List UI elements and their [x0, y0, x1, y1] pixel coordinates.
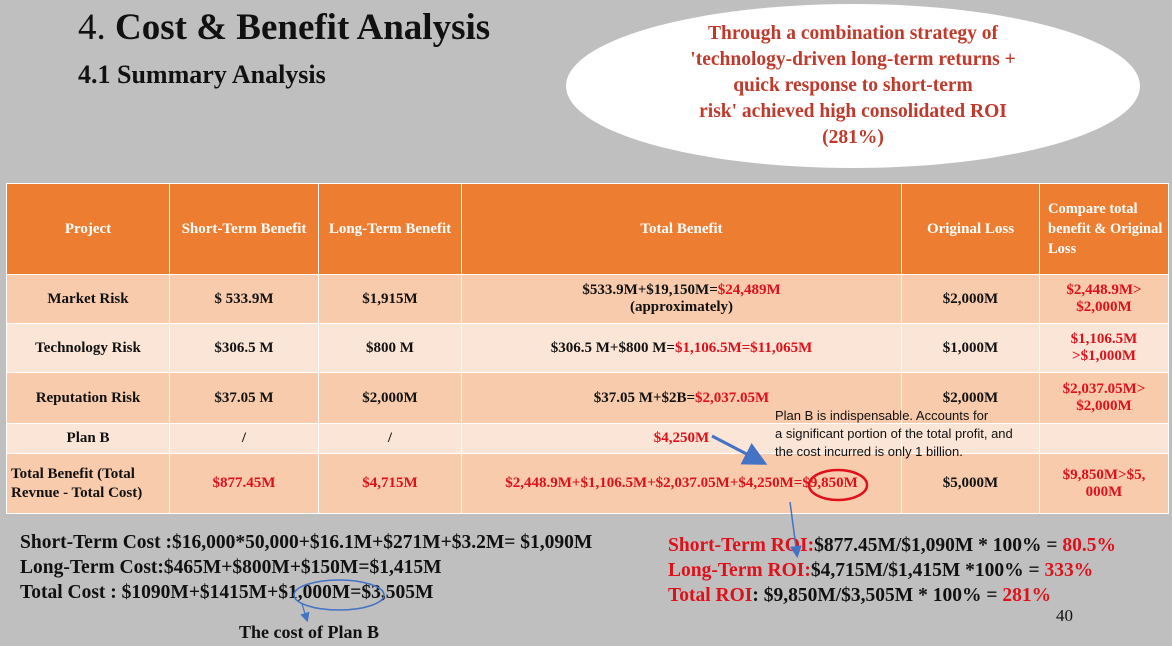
table-row: Market Risk $ 533.9M $1,915M $533.9M+$19… [6, 274, 1169, 324]
short-term-roi: Short-Term ROI:$877.45M/$1,090M * 100% =… [668, 533, 1116, 558]
total-prefix: $37.05 M+$2B= [593, 389, 696, 406]
total-cost: Total Cost : $1090M+$1415M+$1,000M=$3,50… [20, 582, 434, 603]
page-subtitle: 4.1 Summary Analysis [78, 60, 326, 89]
roi-value: 333% [1044, 560, 1094, 581]
short-term-cost: Short-Term Cost :$16,000*50,000+$16.1M+$… [20, 532, 593, 553]
roi-calc: $4,715M/$1,415M *100% = [810, 560, 1045, 581]
total-prefix: $306.5 M+$800 M= [550, 339, 675, 356]
roi-value: 281% [1002, 585, 1052, 606]
roi-label: Short-Term ROI: [668, 535, 815, 556]
roi-callout-bubble: Through a combination strategy of 'techn… [566, 4, 1140, 168]
cell-loss [901, 423, 1040, 454]
callout-line: Through a combination strategy of [707, 23, 998, 44]
cell-total: $4,250M [461, 423, 902, 454]
roi-value: 80.5% [1062, 535, 1117, 556]
cell-total: $533.9M+$19,150M=$24,489M (approximately) [461, 274, 902, 324]
table-row: Plan B / / $4,250M [6, 423, 1169, 454]
cell-project: Total Benefit (Total Revnue - Total Cost… [6, 453, 170, 514]
roi-calc: : $9,850M/$3,505M * 100% = [752, 585, 1003, 606]
cell-short: / [169, 423, 319, 454]
arrow-to-plan-b-cost-icon [300, 603, 310, 623]
cell-total: $2,448.9M+$1,106.5M+$2,037.05M+$4,250M=$… [461, 453, 902, 514]
col-header-project: Project [6, 183, 170, 275]
cell-project: Technology Risk [6, 323, 170, 373]
cost-benefit-table: Project Short-Term Benefit Long-Term Ben… [6, 183, 1169, 514]
total-value: $4,250M [653, 430, 710, 446]
long-term-cost: Long-Term Cost:$465M+$800M+$150M=$1,415M [20, 557, 442, 578]
cell-total: $37.05 M+$2B=$2,037.05M [461, 372, 902, 424]
roi-calc: $877.45M/$1,090M * 100% = [814, 535, 1063, 556]
annotation-line: Plan B is indispensable. Accounts for [775, 408, 989, 423]
cell-loss: $5,000M [901, 453, 1040, 514]
cell-project: Reputation Risk [6, 372, 170, 424]
cell-compare: $9,850M>$5, 000M [1039, 453, 1169, 514]
cell-long: $4,715M [318, 453, 462, 514]
cell-short: $877.45M [169, 453, 319, 514]
total-prefix: $533.9M+$19,150M= [582, 282, 718, 298]
cell-long: $1,915M [318, 274, 462, 324]
table-row: Reputation Risk $37.05 M $2,000M $37.05 … [6, 372, 1169, 424]
total-roi: Total ROI: $9,850M/$3,505M * 100% = 281% [668, 583, 1116, 608]
cell-loss: $1,000M [901, 323, 1040, 373]
page-number: 40 [1056, 606, 1073, 625]
col-header-compare: Compare total benefit & Original Loss [1039, 183, 1169, 275]
col-header-short-term: Short-Term Benefit [169, 183, 319, 275]
page-title: 4. Cost & Benefit Analysis [78, 6, 490, 49]
cell-total: $306.5 M+$800 M=$1,106.5M=$11,065M [461, 323, 902, 373]
annotation-line: a significant portion of the total profi… [775, 426, 1013, 441]
cell-compare: $2,448.9M> $2,000M [1039, 274, 1169, 324]
cell-project: Market Risk [6, 274, 170, 324]
total-suffix: (approximately) [629, 299, 734, 315]
cell-loss: $2,000M [901, 372, 1040, 424]
col-header-total-benefit: Total Benefit [461, 183, 902, 275]
callout-line: (281%) [822, 127, 884, 148]
cell-long: $2,000M [318, 372, 462, 424]
callout-line: quick response to short-term [733, 75, 973, 96]
cell-compare: $1,106.5M >$1,000M [1039, 323, 1169, 373]
cell-compare: $2,037.05M> $2,000M [1039, 372, 1169, 424]
callout-line: 'technology-driven long-term returns + [690, 49, 1016, 70]
cell-compare [1039, 423, 1169, 454]
cell-loss: $2,000M [901, 274, 1040, 324]
total-value: $24,489M [717, 282, 781, 298]
cell-short: $306.5 M [169, 323, 319, 373]
callout-line: risk' achieved high consolidated ROI [699, 101, 1007, 122]
total-value: $1,106.5M=$11,065M [674, 339, 813, 356]
plan-b-cost-label: The cost of Plan B [239, 622, 380, 642]
col-header-long-term: Long-Term Benefit [318, 183, 462, 275]
annotation-line: the cost incurred is only 1 billion. [775, 444, 963, 459]
long-term-roi: Long-Term ROI:$4,715M/$1,415M *100% = 33… [668, 558, 1116, 583]
col-header-original-loss: Original Loss [901, 183, 1040, 275]
title-text: Cost & Benefit Analysis [115, 7, 491, 48]
plan-b-annotation: Plan B is indispensable. Accounts for a … [775, 407, 1013, 461]
table-row: Total Benefit (Total Revnue - Total Cost… [6, 453, 1169, 514]
total-value: $2,037.05M [695, 389, 770, 406]
cell-short: $37.05 M [169, 372, 319, 424]
title-number: 4. [78, 7, 106, 48]
cell-long: $800 M [318, 323, 462, 373]
cell-long: / [318, 423, 462, 454]
table-row: Technology Risk $306.5 M $800 M $306.5 M… [6, 323, 1169, 373]
cost-summary: Short-Term Cost :$16,000*50,000+$16.1M+$… [20, 530, 592, 605]
roi-label: Long-Term ROI: [668, 560, 811, 581]
table-header-row: Project Short-Term Benefit Long-Term Ben… [6, 183, 1169, 275]
cell-project: Plan B [6, 423, 170, 454]
roi-label: Total ROI [668, 585, 753, 606]
cell-short: $ 533.9M [169, 274, 319, 324]
roi-summary: Short-Term ROI:$877.45M/$1,090M * 100% =… [668, 533, 1116, 608]
